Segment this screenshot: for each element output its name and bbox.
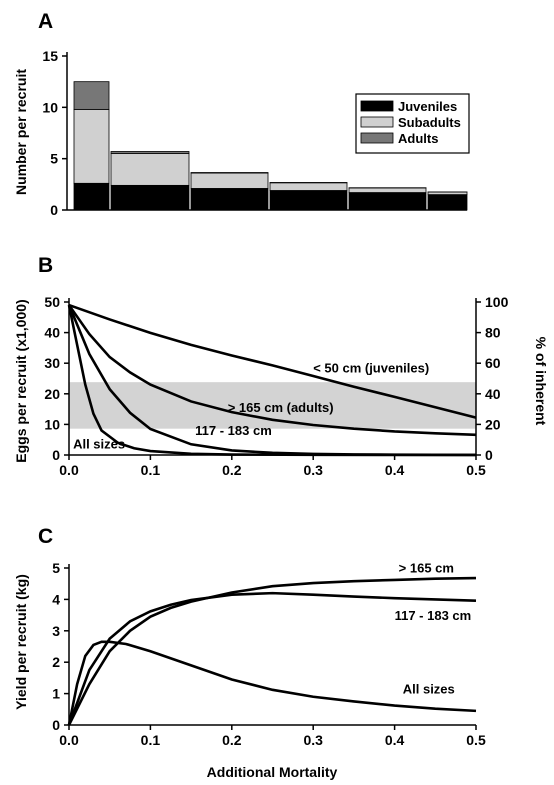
panel-a-bar-chart: 0 5 10 15 Number per recruit JuvenilesSubad…	[13, 48, 470, 218]
panel-b-y2-axis-label: % of inherent	[533, 337, 549, 426]
legend-swatch-subadults	[360, 116, 394, 128]
panel-c-line-chart: 0 1 2 3 4 5 0.0 0.1 0.2 0.3 0.4 0.5 > 165 cm 117 - …	[13, 560, 486, 780]
panel-c-x-tick-label: 0.3	[303, 732, 323, 748]
panel-c-y-tick-label: 4	[52, 591, 60, 607]
panel-b-y2-tick-label: 40	[485, 386, 501, 402]
bar-juveniles-1	[73, 182, 110, 211]
legend-label-juveniles: Juveniles	[398, 99, 457, 114]
panel-c-curves	[67, 576, 477, 726]
panel-letter-b: B	[38, 254, 53, 277]
panel-b-y2-tick-label: 20	[485, 416, 501, 432]
panel-c-x-tick-label: 0.4	[385, 732, 405, 748]
panel-c-y-tick-label: 3	[52, 623, 60, 639]
bar-juveniles-5	[348, 192, 427, 211]
bar-adults-2	[110, 151, 190, 154]
panel-c-y-tick-label: 0	[52, 717, 60, 733]
panel-c-y-tick-label: 5	[52, 560, 60, 576]
curve-panel-b-1	[68, 303, 477, 419]
panel-b-x-tick-label: 0.2	[222, 462, 242, 478]
panel-b-y2-ticks: 0 20 40 60 80 100	[476, 294, 509, 463]
legend-swatch-juveniles	[360, 100, 394, 112]
legend-label-adults: Adults	[398, 131, 438, 146]
panel-b-y-axis-label: Eggs per recruit (x1,000)	[13, 299, 29, 462]
panel-a-y-ticks: 0 5 10 15	[42, 48, 67, 218]
legend-label-subadults: Subadults	[398, 115, 461, 130]
panel-c-y-axis-label: Yield per recruit (kg)	[13, 574, 29, 710]
panel-c-annotation-2: 117 - 183 cm	[395, 608, 472, 623]
panel-c-x-tick-label: 0.0	[59, 732, 79, 748]
panel-b-y-ticks: 0 10 20 30 40 50	[44, 294, 69, 463]
panel-letter-a: A	[38, 10, 53, 33]
panel-b-x-tick-label: 0.3	[303, 462, 323, 478]
panel-b-annotation-4: All sizes	[73, 436, 125, 451]
panel-b-y-tick-label: 0	[52, 447, 60, 463]
panel-b-x-ticks: 0.0 0.1 0.2 0.3 0.4 0.5	[59, 455, 486, 478]
panel-a-y-tick-label: 10	[42, 99, 58, 115]
panel-c-axes	[68, 564, 476, 726]
panel-letter-c: C	[38, 525, 53, 548]
bar-subadults-5	[348, 187, 427, 193]
bar-subadults-4	[269, 182, 348, 191]
panel-b-y2-tick-label: 100	[485, 294, 509, 310]
panel-b-y-tick-label: 40	[44, 325, 60, 341]
panel-b-y2-tick-label: 80	[485, 325, 501, 341]
bar-adults-1	[73, 81, 110, 110]
panel-c-x-tick-label: 0.5	[466, 732, 486, 748]
bar-subadults-2	[110, 153, 190, 186]
panel-a-y-tick-label: 0	[50, 202, 58, 218]
panel-c-x-tick-label: 0.2	[222, 732, 242, 748]
panel-b-y-tick-label: 50	[44, 294, 60, 310]
panel-b-curves	[67, 303, 477, 457]
panel-b-y-tick-label: 10	[44, 416, 60, 432]
bar-juveniles-6	[427, 194, 468, 211]
bar-adults-3	[190, 172, 269, 174]
panel-b-x-tick-label: 0.0	[59, 462, 79, 478]
panel-a-y-axis-label: Number per recruit	[13, 69, 29, 195]
panel-a-y-tick-label: 15	[42, 48, 58, 64]
panel-a-axes	[66, 52, 467, 211]
panel-b-annotations: < 50 cm (juveniles) > 165 cm (adults) 117 …	[73, 360, 429, 451]
bar-juveniles-3	[190, 188, 269, 211]
panel-b-annotation-1: < 50 cm (juveniles)	[313, 360, 429, 375]
panel-c-x-ticks: 0.0 0.1 0.2 0.3 0.4 0.5	[59, 725, 486, 748]
curve-panel-c-3	[67, 640, 477, 726]
bar-juveniles-2	[110, 184, 190, 211]
panel-c-y-tick-label: 1	[52, 686, 60, 702]
legend-swatch-adults	[360, 132, 394, 144]
panel-b-y2-tick-label: 0	[485, 447, 493, 463]
curve-panel-b-2	[67, 304, 477, 437]
panel-a-bars	[73, 81, 468, 211]
panel-c-annotation-1: > 165 cm	[399, 561, 454, 576]
panel-b-line-chart: 0 10 20 30 40 50 0 20 40 60 80 100 0.0 0.1 0.2 0.3 0.4…	[13, 294, 549, 478]
panel-b-axes	[68, 298, 477, 456]
panel-b-y2-tick-label: 60	[485, 355, 501, 371]
panel-b-annotation-3: 117 - 183 cm	[195, 423, 272, 438]
panel-a-y-tick-label: 5	[50, 151, 58, 167]
panel-b-x-tick-label: 0.1	[141, 462, 161, 478]
bar-juveniles-4	[269, 190, 348, 211]
panel-c-x-axis-label: Additional Mortality	[207, 764, 338, 780]
panel-c-x-tick-label: 0.1	[141, 732, 161, 748]
bar-subadults-3	[190, 172, 269, 189]
panel-b-annotation-2: > 165 cm (adults)	[228, 400, 334, 415]
panel-c-y-ticks: 0 1 2 3 4 5	[52, 560, 69, 733]
curve-panel-c-1	[67, 576, 477, 726]
curve-panel-c-2	[67, 591, 477, 726]
panel-b-x-tick-label: 0.5	[466, 462, 486, 478]
panel-b-y-tick-label: 20	[44, 386, 60, 402]
panel-b-y-tick-label: 30	[44, 355, 60, 371]
bar-subadults-1	[73, 108, 110, 184]
panel-b-x-tick-label: 0.4	[385, 462, 405, 478]
panel-c-annotations: > 165 cm 117 - 183 cm All sizes	[395, 561, 472, 697]
panel-c-y-tick-label: 2	[52, 654, 60, 670]
panel-c-annotation-3: All sizes	[403, 682, 455, 697]
